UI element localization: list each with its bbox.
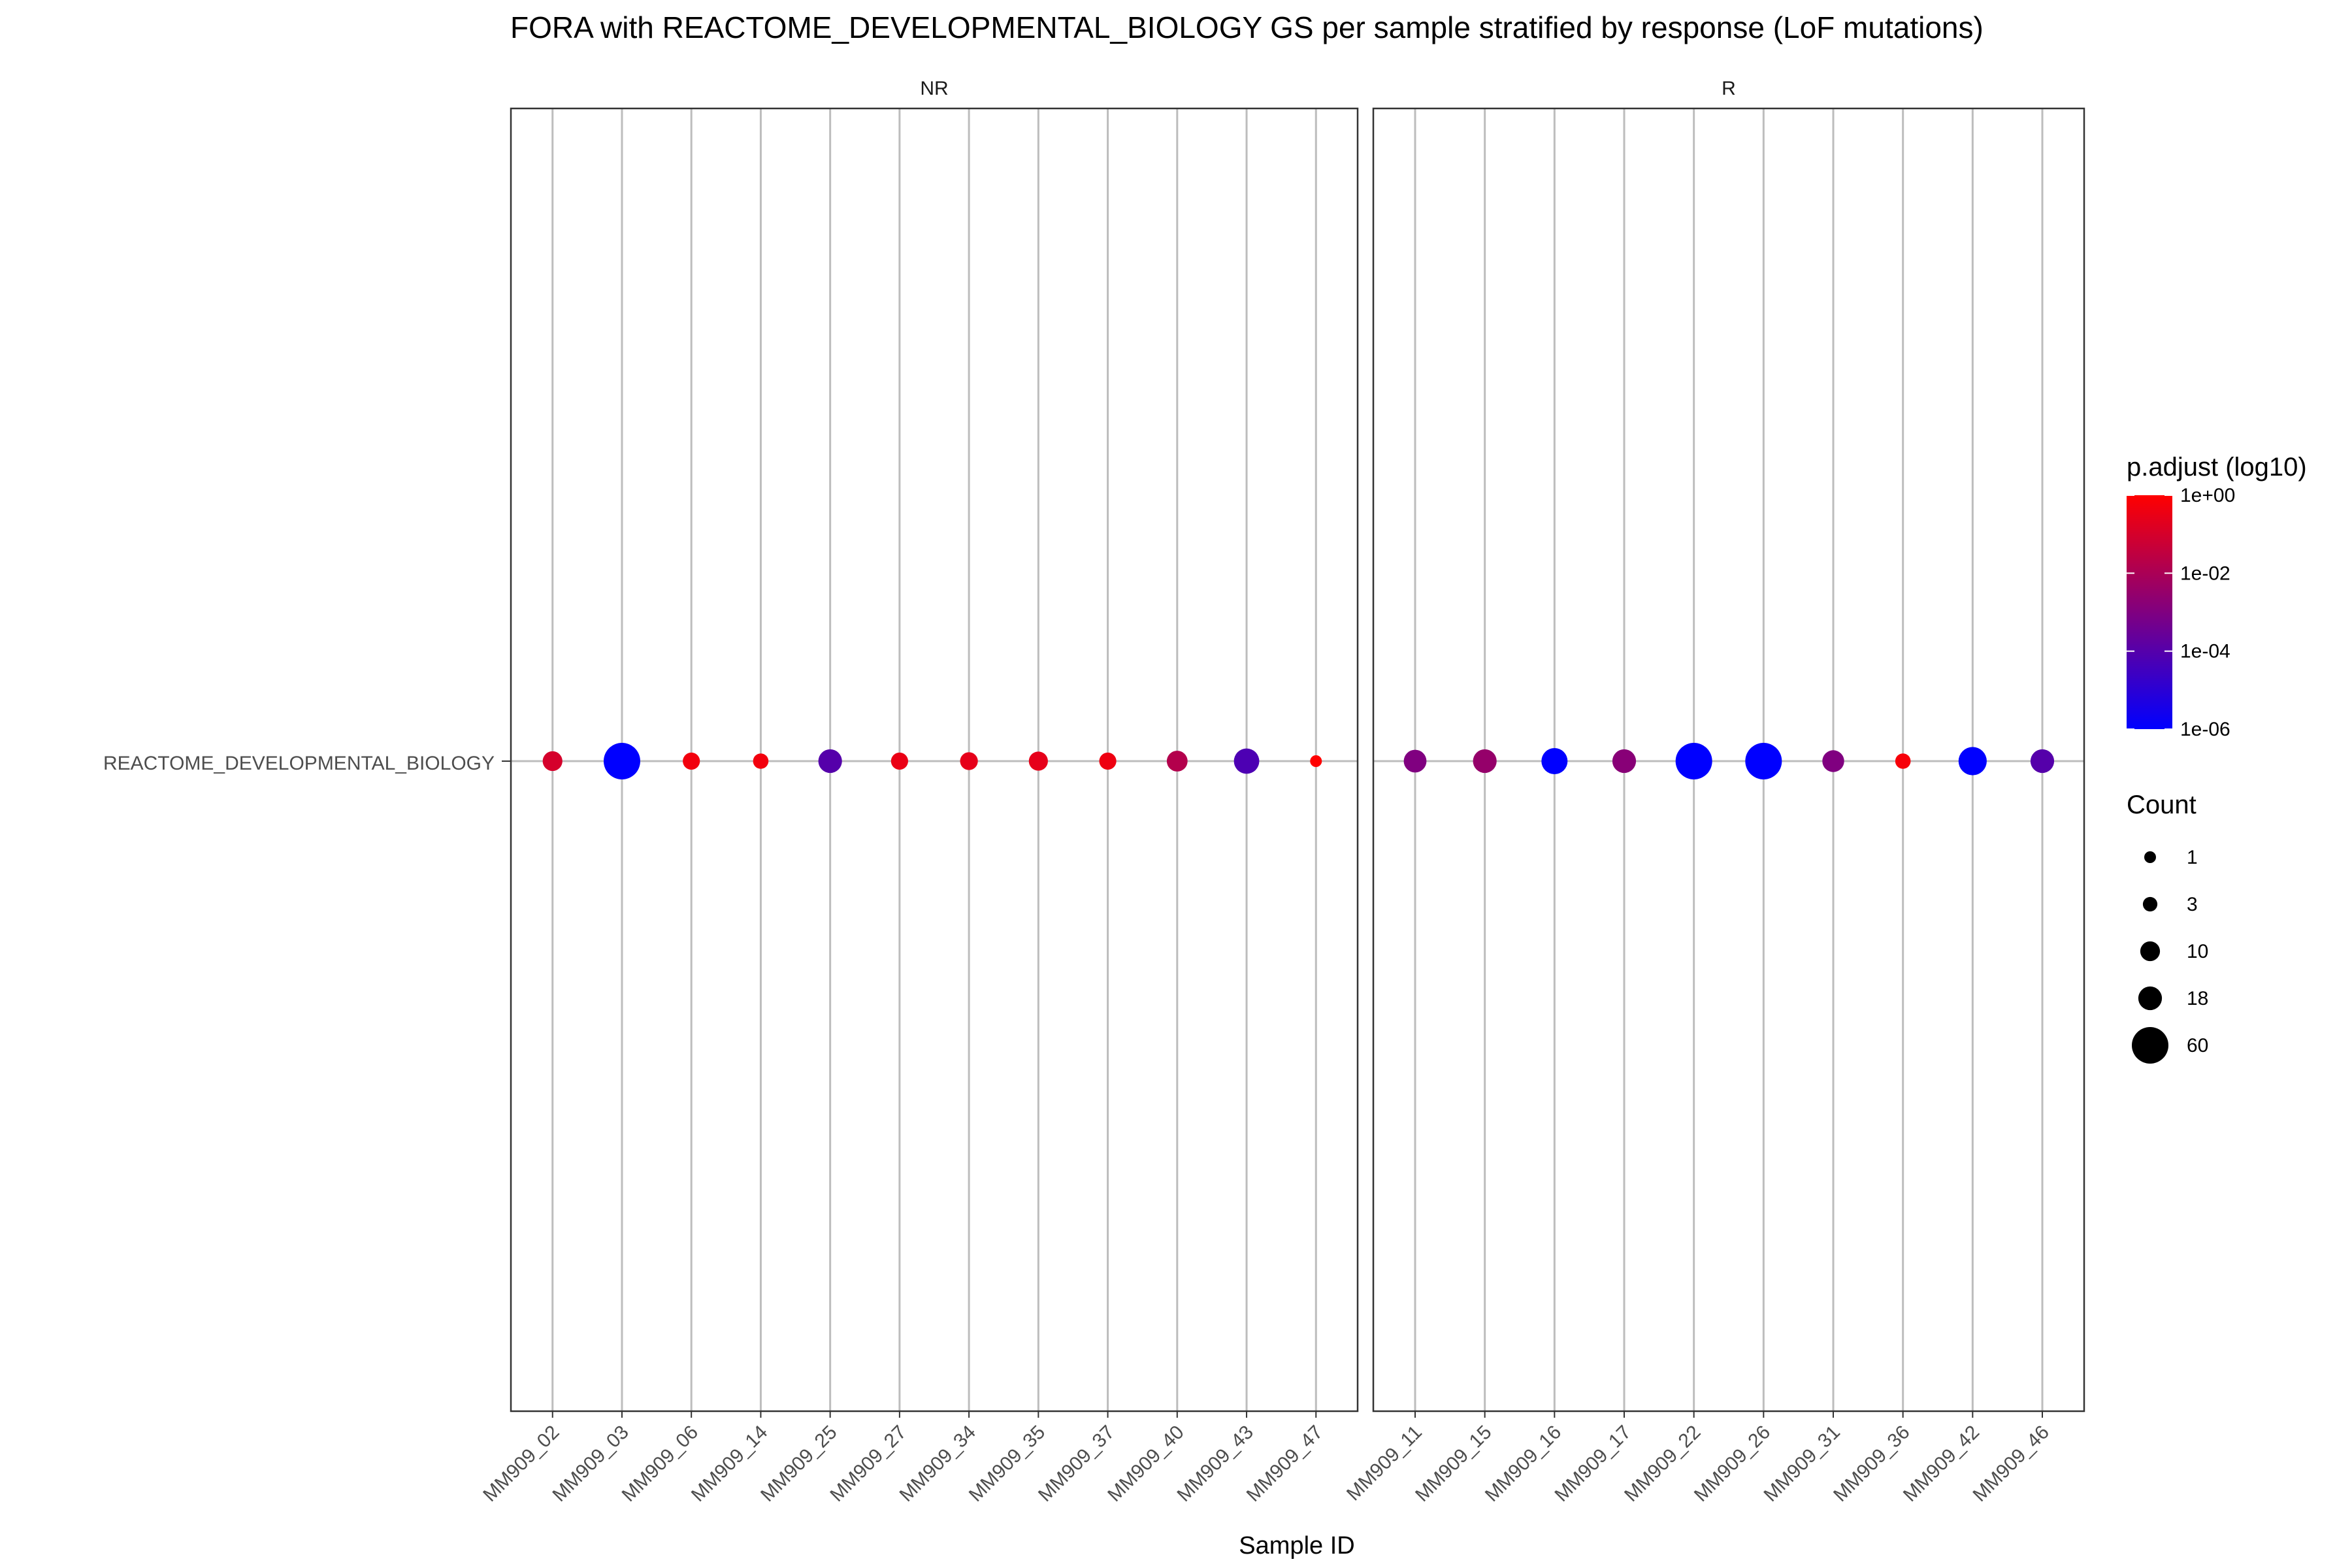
data-point	[960, 752, 978, 770]
colorbar	[2127, 495, 2172, 729]
data-point	[1822, 750, 1844, 772]
chart-title: FORA with REACTOME_DEVELOPMENTAL_BIOLOGY…	[510, 10, 1984, 44]
data-point	[1612, 749, 1637, 774]
size-legend-key	[2144, 851, 2156, 863]
size-legend-key	[2132, 1027, 2168, 1064]
size-legend-label: 3	[2187, 894, 2198, 915]
legends: p.adjust (log10) 1e+00 1e-02 1e-04 1e-06 Coun…	[2127, 453, 2307, 1064]
facet-strip-label: R	[1722, 78, 1736, 99]
data-point	[1745, 743, 1782, 779]
size-legend-label: 1	[2187, 847, 2198, 868]
colorbar-tick-label: 1e-02	[2180, 563, 2230, 584]
colorbar-tick-label: 1e+00	[2180, 485, 2235, 506]
data-point	[1233, 748, 1260, 774]
data-point	[753, 753, 769, 769]
data-point	[1473, 749, 1497, 774]
size-legend-title: Count	[2127, 791, 2197, 819]
data-point	[2030, 749, 2055, 774]
data-point	[1895, 753, 1911, 769]
data-point	[603, 743, 640, 779]
color-legend-title: p.adjust (log10)	[2127, 453, 2307, 482]
data-point	[818, 749, 842, 774]
panel-border	[510, 107, 1359, 1413]
size-legend-label: 60	[2187, 1035, 2208, 1056]
y-category-label: REACTOME_DEVELOPMENTAL_BIOLOGY	[103, 753, 495, 774]
data-point	[1541, 748, 1568, 774]
data-point	[1403, 749, 1427, 773]
data-point	[1099, 752, 1117, 770]
size-legend-key	[2138, 986, 2163, 1011]
data-point	[890, 752, 908, 770]
data-point	[1166, 751, 1188, 772]
data-point	[1958, 747, 1987, 776]
colorbar-tick-label: 1e-06	[2180, 719, 2230, 740]
size-legend: Count 1 3 10 18 60	[2127, 791, 2208, 1064]
panel-border	[1372, 107, 2085, 1413]
data-point	[1028, 751, 1048, 771]
x-axis-label: Sample ID	[1239, 1532, 1354, 1560]
color-legend: p.adjust (log10) 1e+00 1e-02 1e-04 1e-06	[2127, 453, 2307, 740]
data-point	[542, 751, 563, 772]
data-point	[1675, 743, 1712, 779]
colorbar-tick-label: 1e-04	[2180, 641, 2230, 662]
facet-strip-label: NR	[920, 78, 948, 99]
size-legend-key	[2140, 941, 2161, 962]
data-point	[1310, 755, 1322, 767]
size-legend-label: 10	[2187, 941, 2208, 962]
size-legend-label: 18	[2187, 988, 2208, 1009]
data-point	[683, 752, 700, 770]
size-legend-key	[2142, 896, 2158, 912]
